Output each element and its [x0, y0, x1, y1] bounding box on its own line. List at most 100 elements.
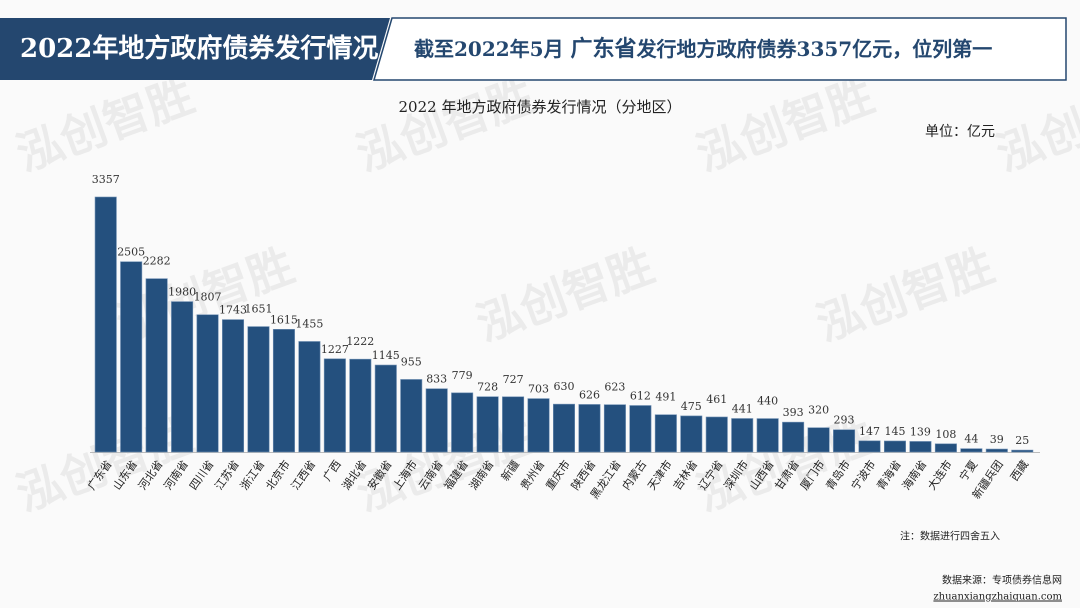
watermark: 泓创智胜: [9, 68, 200, 182]
value-label: 779: [452, 369, 473, 382]
bar: [731, 418, 754, 453]
bar: [654, 414, 677, 453]
value-label: 703: [528, 383, 549, 396]
source-url: zhuanxiangzhaiquan.com: [933, 592, 1062, 603]
bar: [909, 441, 932, 453]
bar: [629, 405, 652, 453]
bar: [323, 358, 346, 453]
source: 数据来源：专项债券信息网: [942, 574, 1062, 587]
value-label: 626: [579, 388, 600, 401]
bar: [833, 429, 856, 453]
value-label: 1615: [270, 313, 298, 326]
bar: [1011, 449, 1034, 453]
headline-part: 广东省: [571, 36, 637, 62]
value-label: 139: [910, 425, 931, 438]
bar: [705, 416, 728, 453]
x-tick-label: 大连市: [924, 457, 954, 492]
value-label: 25: [1015, 434, 1029, 447]
chart-title: 2022 年地方政府债券发行情况（分地区）: [399, 98, 682, 116]
bar: [934, 443, 957, 453]
value-label: 3357: [92, 173, 120, 186]
value-label: 461: [706, 393, 727, 406]
bar: [527, 398, 550, 453]
value-label: 441: [732, 403, 753, 416]
value-label: 1145: [372, 349, 400, 362]
value-label: 320: [808, 404, 829, 417]
value-label: 1222: [346, 335, 374, 348]
bar: [298, 341, 321, 453]
watermark: 泓创智胜: [349, 68, 540, 182]
value-label: 2282: [143, 255, 171, 268]
x-tick-label: 宁夏: [956, 457, 980, 483]
plot: 广东省3357山东省2505河北省2282河南省1980四川省1807江苏省17…: [85, 173, 1034, 501]
bar: [94, 196, 117, 453]
bar: [272, 329, 295, 453]
bar: [476, 396, 499, 453]
value-label: 145: [884, 425, 905, 438]
bar: [120, 261, 143, 453]
headline-part: 截至2022年5月: [414, 37, 571, 61]
x-tick-label: 江苏省: [212, 458, 242, 492]
bar: [145, 278, 168, 453]
x-tick-label: 西藏: [1008, 458, 1031, 483]
value-label: 728: [477, 381, 498, 394]
x-tick-label: 四川省: [187, 458, 217, 492]
bar: [400, 379, 423, 453]
watermark: 泓创智胜: [809, 238, 1000, 352]
title-box: [0, 18, 390, 80]
bar: [247, 326, 270, 453]
bar: [374, 364, 397, 453]
value-label: 1807: [194, 291, 222, 304]
headline: 截至2022年5月 广东省发行地方政府债券3357亿元，位列第一: [414, 36, 992, 62]
value-label: 293: [834, 414, 855, 427]
x-tick-label: 北京市: [262, 457, 292, 492]
value-label: 612: [630, 390, 651, 403]
x-tick-label: 浙江省: [238, 458, 268, 492]
bar: [196, 314, 219, 453]
bar: [782, 421, 805, 453]
value-label: 1227: [321, 343, 349, 356]
value-label: 393: [783, 406, 804, 419]
x-tick-label: 广西: [321, 458, 344, 483]
x-tick-label: 海南省: [899, 457, 929, 492]
value-label: 1651: [244, 303, 272, 316]
watermark: 泓创智胜: [469, 238, 660, 352]
headline-box: [373, 17, 1067, 81]
watermark: 泓创智胜: [989, 68, 1080, 182]
bar: [502, 396, 525, 453]
value-label: 955: [401, 355, 422, 368]
bar: [807, 427, 830, 453]
bar: [756, 418, 779, 453]
value-label: 44: [964, 433, 978, 446]
value-label: 2505: [117, 246, 145, 259]
value-label: 1743: [219, 304, 247, 317]
bar: [578, 404, 601, 453]
bar: [985, 448, 1008, 453]
bar: [680, 415, 703, 453]
value-label: 1980: [168, 286, 196, 299]
x-tick-label: 青海省: [873, 457, 903, 492]
headline-part: 发行地方政府债券3357亿元，位列第一: [636, 37, 993, 61]
value-label: 491: [655, 391, 676, 404]
unit-label: 单位：亿元: [925, 124, 995, 140]
value-label: 39: [990, 433, 1004, 446]
note: 注：数据进行四舍五入: [900, 530, 1000, 543]
bar: [349, 358, 372, 453]
bar: [425, 388, 448, 453]
value-label: 1455: [295, 317, 323, 330]
value-label: 108: [935, 428, 956, 441]
bar: [603, 404, 626, 453]
value-label: 833: [426, 373, 447, 386]
bar: [171, 301, 194, 453]
bar: [858, 440, 881, 453]
x-tick-label: 天津市: [644, 457, 674, 492]
value-label: 440: [757, 395, 778, 408]
x-tick-label: 内蒙古: [619, 457, 649, 492]
value-label: 727: [503, 373, 524, 386]
value-label: 630: [554, 380, 575, 393]
x-tick-label: 重庆市: [543, 457, 573, 492]
bar: [222, 319, 245, 453]
value-label: 623: [604, 381, 625, 394]
